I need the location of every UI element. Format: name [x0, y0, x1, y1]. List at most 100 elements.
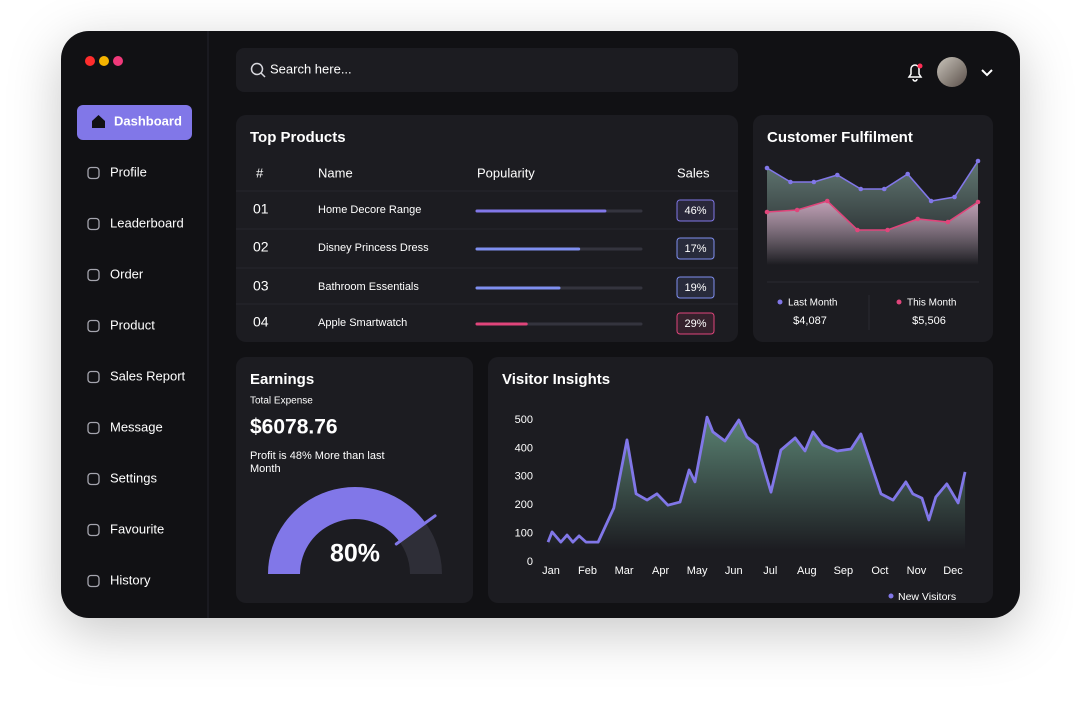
nav-icon: [87, 217, 100, 231]
x-tick-label: Sep: [834, 565, 854, 577]
profile-menu-chevron[interactable]: [981, 69, 993, 77]
gauge-marker: [394, 514, 437, 546]
sales-badge: [676, 199, 715, 222]
notification-dot: [917, 63, 923, 69]
x-tick-label: Oct: [871, 565, 888, 577]
x-tick-label: Nov: [907, 565, 927, 577]
x-tick-label: Jul: [763, 565, 777, 577]
nav-item[interactable]: Dashboard: [114, 113, 182, 128]
series-point: [764, 209, 770, 215]
y-tick-label: 300: [515, 471, 533, 483]
series-point: [811, 179, 817, 185]
series-point: [855, 227, 860, 233]
series-point: [764, 165, 770, 171]
series-point: [915, 216, 921, 222]
legend-label: New Visitors: [898, 591, 956, 603]
nav-icon: [87, 319, 100, 333]
nav-icon: [87, 370, 100, 384]
series-point: [788, 179, 793, 185]
legend-total: $4,087: [793, 315, 827, 327]
series-point: [952, 194, 957, 200]
legend-label: This Month: [907, 298, 956, 309]
nav-icon: [87, 523, 100, 537]
search-placeholder: Search here...: [270, 61, 352, 76]
visitor-line: [546, 415, 967, 544]
gauge-value: [268, 487, 426, 574]
nav-item[interactable]: Leaderboard: [110, 215, 184, 230]
nav-icon: [87, 166, 100, 180]
nav-item[interactable]: Settings: [110, 470, 157, 485]
legend-dot: [777, 299, 783, 305]
column-header: Sales: [677, 165, 710, 180]
nav-icon: [87, 268, 100, 282]
nav-item[interactable]: Product: [110, 317, 155, 332]
rank: 04: [253, 314, 269, 330]
product-name: Bathroom Essentials: [318, 281, 419, 293]
rank: 02: [253, 239, 269, 255]
x-tick-label: Jan: [542, 565, 560, 577]
card-subtitle: Total Expense: [250, 396, 313, 407]
legend-total: $5,506: [912, 315, 946, 327]
search-icon: [250, 62, 264, 76]
product-name: Disney Princess Dress: [318, 242, 429, 254]
avatar[interactable]: [937, 57, 967, 87]
nav-item[interactable]: Sales Report: [110, 368, 186, 383]
earnings-amount: $6078.76: [250, 416, 338, 439]
series-point: [945, 219, 951, 225]
series-line: [766, 160, 979, 202]
rank: 03: [253, 278, 269, 294]
x-tick-label: Apr: [652, 565, 669, 577]
nav-item[interactable]: Message: [110, 419, 163, 434]
series-point: [835, 172, 840, 178]
earnings-note: Month: [250, 463, 281, 475]
card-title: Visitor Insights: [502, 371, 610, 388]
series-point: [794, 207, 800, 213]
x-tick-label: Feb: [578, 565, 597, 577]
legend-label: Last Month: [788, 298, 837, 309]
y-tick-label: 500: [515, 414, 533, 426]
sales-label: 29%: [684, 318, 706, 330]
earnings-note: Profit is 48% More than last: [250, 450, 385, 462]
sales-label: 17%: [684, 243, 706, 255]
series-point: [858, 186, 864, 192]
nav-active-bg[interactable]: [77, 105, 192, 140]
nav-item[interactable]: Order: [110, 266, 144, 281]
sales-badge: [676, 312, 715, 335]
x-tick-label: Jun: [725, 565, 743, 577]
search-box[interactable]: [236, 48, 738, 92]
nav-icon: [87, 421, 100, 435]
product-name: Apple Smartwatch: [318, 317, 407, 329]
window-dot: [113, 56, 123, 66]
series-point: [881, 186, 887, 192]
x-tick-label: May: [687, 565, 708, 577]
column-header: Popularity: [477, 165, 535, 180]
y-tick-label: 400: [515, 442, 533, 454]
sales-label: 19%: [684, 282, 706, 294]
search-icon: [260, 72, 266, 78]
series-point: [885, 227, 890, 233]
series-line: [766, 200, 979, 231]
column-header: #: [256, 165, 264, 180]
rank: 01: [253, 201, 269, 217]
y-tick-label: 200: [515, 499, 533, 511]
series-area: [767, 201, 978, 265]
nav-item[interactable]: Favourite: [110, 521, 164, 536]
series-point: [975, 158, 981, 164]
x-tick-label: Mar: [615, 565, 634, 577]
card-title: Earnings: [250, 371, 314, 388]
x-tick-label: Dec: [943, 565, 963, 577]
notification-bell[interactable]: [907, 64, 923, 82]
nav-item[interactable]: Profile: [110, 164, 147, 179]
series-point: [824, 198, 830, 204]
sales-badge: [676, 237, 715, 260]
product-name: Home Decore Range: [318, 204, 421, 216]
nav-icon: [87, 472, 100, 486]
y-tick-label: 100: [515, 528, 533, 540]
sales-label: 46%: [684, 205, 706, 217]
y-tick-label: 0: [527, 556, 533, 568]
card-title: Top Products: [250, 129, 346, 146]
x-tick-label: Aug: [797, 565, 817, 577]
nav-icon: [87, 574, 100, 588]
nav-item[interactable]: History: [110, 572, 151, 587]
